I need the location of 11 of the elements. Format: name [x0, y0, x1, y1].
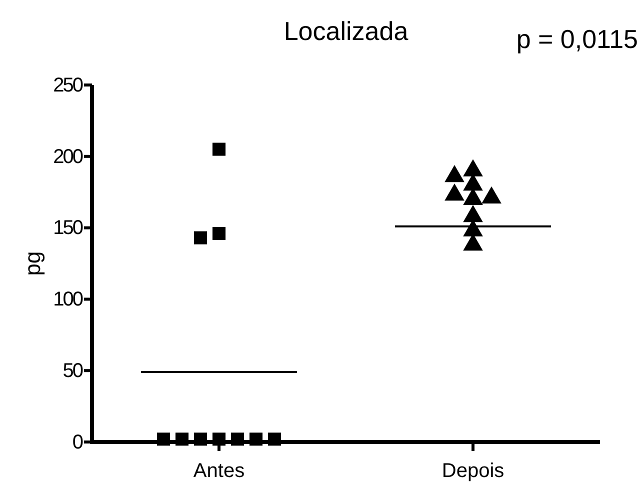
- x-tick-label: Antes: [193, 460, 245, 482]
- chart-title: Localizada: [284, 16, 409, 46]
- y-tick-label: 150: [53, 217, 84, 240]
- y-tick-label: 100: [53, 288, 84, 311]
- x-tick-label: Depois: [442, 460, 504, 482]
- y-tick-label: 250: [53, 74, 84, 96]
- y-tick-label: 50: [62, 360, 84, 382]
- y-axis-title: pg: [20, 251, 45, 276]
- y-tick-label: 0: [72, 431, 84, 454]
- y-tick-label: 200: [53, 146, 84, 168]
- text: p = 0,0115: [516, 24, 638, 54]
